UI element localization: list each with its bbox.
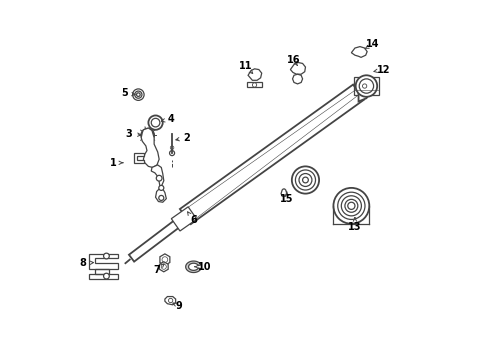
Polygon shape	[185, 261, 201, 273]
Circle shape	[148, 116, 163, 130]
Circle shape	[103, 273, 109, 279]
Text: 4: 4	[167, 114, 174, 124]
Polygon shape	[129, 213, 189, 262]
Text: 14: 14	[366, 40, 379, 49]
Text: 9: 9	[176, 301, 182, 311]
Text: 8: 8	[80, 258, 86, 268]
Polygon shape	[134, 153, 144, 163]
Polygon shape	[159, 262, 168, 272]
Text: 13: 13	[347, 222, 361, 232]
Text: 2: 2	[183, 133, 190, 143]
Circle shape	[294, 65, 301, 72]
Circle shape	[156, 175, 162, 181]
Polygon shape	[151, 165, 166, 202]
Text: 3: 3	[125, 129, 132, 139]
Polygon shape	[164, 297, 175, 305]
Circle shape	[169, 150, 174, 156]
Circle shape	[296, 67, 299, 70]
Circle shape	[347, 202, 354, 210]
Polygon shape	[180, 85, 363, 224]
Circle shape	[151, 118, 160, 127]
Polygon shape	[171, 207, 197, 231]
Circle shape	[344, 199, 357, 212]
Text: 10: 10	[197, 262, 211, 272]
Circle shape	[136, 93, 140, 96]
Polygon shape	[281, 189, 286, 196]
Text: 7: 7	[153, 265, 160, 275]
Polygon shape	[247, 82, 261, 87]
Circle shape	[141, 129, 154, 141]
Circle shape	[132, 89, 144, 100]
Text: 11: 11	[238, 61, 251, 71]
Polygon shape	[88, 253, 118, 279]
Circle shape	[291, 166, 319, 194]
Circle shape	[161, 264, 166, 269]
Text: 15: 15	[280, 194, 293, 204]
Circle shape	[103, 253, 109, 259]
FancyBboxPatch shape	[353, 77, 378, 95]
Circle shape	[359, 79, 373, 93]
Circle shape	[337, 192, 364, 220]
Polygon shape	[247, 69, 261, 80]
Circle shape	[168, 298, 172, 303]
Circle shape	[162, 257, 167, 262]
Circle shape	[144, 132, 151, 139]
Polygon shape	[351, 46, 366, 57]
Text: 1: 1	[110, 158, 117, 168]
Polygon shape	[141, 128, 159, 167]
Text: 12: 12	[376, 64, 389, 75]
Circle shape	[302, 177, 308, 183]
Circle shape	[252, 83, 256, 87]
Circle shape	[251, 71, 257, 77]
Circle shape	[170, 146, 174, 149]
Circle shape	[341, 196, 361, 216]
Polygon shape	[292, 74, 302, 84]
Text: 6: 6	[190, 215, 197, 225]
Polygon shape	[160, 254, 169, 265]
Circle shape	[135, 91, 142, 98]
Circle shape	[295, 170, 315, 190]
Circle shape	[298, 174, 311, 186]
Text: 16: 16	[286, 55, 300, 65]
Text: 5: 5	[121, 88, 127, 98]
Circle shape	[333, 188, 368, 224]
Polygon shape	[290, 62, 305, 74]
Circle shape	[355, 75, 376, 97]
Circle shape	[159, 185, 163, 190]
Circle shape	[356, 49, 361, 54]
Circle shape	[159, 195, 163, 201]
Polygon shape	[358, 83, 368, 102]
Circle shape	[362, 84, 366, 88]
